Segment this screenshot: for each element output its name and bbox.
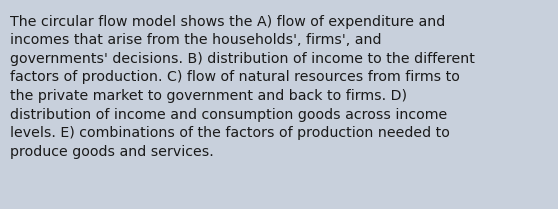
Text: The circular flow model shows the A) flow of expenditure and
incomes that arise : The circular flow model shows the A) flo…	[10, 15, 475, 159]
